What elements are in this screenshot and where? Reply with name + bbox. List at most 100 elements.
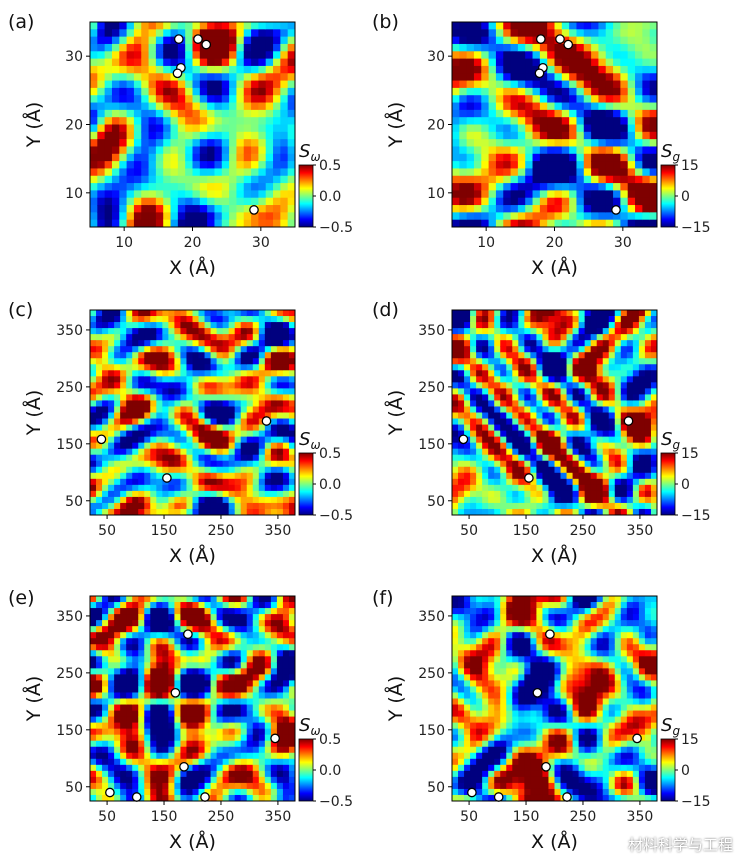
heatmap-cell	[644, 484, 652, 492]
heatmap-cell	[488, 117, 497, 126]
heatmap-cell	[234, 394, 242, 402]
heatmap-cell	[148, 36, 157, 45]
heatmap-cell	[476, 466, 483, 474]
heatmap-cell	[591, 22, 600, 30]
heatmap-cell	[512, 442, 519, 450]
heatmap-cell	[452, 460, 459, 468]
heatmap-cell	[150, 794, 157, 801]
heatmap-cell	[204, 734, 212, 742]
heatmap-cell	[96, 596, 103, 603]
heatmap-cell	[466, 117, 475, 126]
heatmap-cell	[228, 668, 236, 675]
heatmap-cell	[108, 746, 115, 754]
heatmap-cell	[216, 352, 224, 359]
heatmap-cell	[102, 704, 109, 712]
heatmap-cell	[155, 197, 164, 206]
heatmap-cell	[532, 212, 541, 221]
heatmap-cell	[554, 95, 563, 104]
heatmap-cell	[240, 752, 248, 760]
heatmap-cell	[177, 205, 186, 213]
heatmap-cell	[170, 153, 179, 162]
heatmap-cell	[162, 412, 169, 420]
heatmap-cell	[104, 109, 113, 118]
heatmap-cell	[258, 364, 266, 371]
heatmap-cell	[547, 87, 556, 96]
heatmap-cell	[228, 460, 236, 468]
heatmap-cell	[644, 508, 652, 515]
heatmap-cell	[180, 680, 188, 688]
heatmap-cell	[156, 478, 163, 486]
heatmap-cell	[614, 370, 622, 377]
heatmap-cell	[210, 704, 218, 712]
heatmap-cell	[228, 764, 236, 772]
heatmap-cell	[598, 22, 607, 30]
heatmap-cell	[252, 370, 260, 377]
heatmap-cell	[466, 65, 475, 74]
heatmap-cell	[177, 29, 186, 38]
heatmap-cell	[199, 109, 208, 118]
heatmap-cell	[614, 484, 622, 492]
heatmap-cell	[168, 728, 176, 736]
heatmap-cell	[583, 73, 592, 82]
heatmap-cell	[246, 460, 254, 468]
heatmap-cell	[542, 406, 550, 414]
heatmap-cell	[102, 412, 109, 420]
heatmap-cell	[90, 710, 97, 718]
heatmap-cell	[488, 139, 497, 148]
heatmap-cell	[132, 316, 139, 323]
heatmap-cell	[120, 728, 127, 736]
heatmap-cell	[548, 478, 556, 486]
heatmap-cell	[222, 674, 230, 682]
heatmap-cell	[177, 175, 186, 184]
heatmap-cell	[185, 168, 194, 177]
heatmap-cell	[144, 460, 151, 468]
heatmap-cell	[144, 644, 151, 651]
heatmap-cell	[517, 43, 526, 52]
heatmap-cell	[264, 316, 272, 323]
heatmap-cell	[626, 370, 634, 377]
heatmap-cell	[102, 794, 109, 801]
heatmap-cell	[626, 328, 634, 335]
heatmap-cell	[243, 219, 252, 227]
heatmap-cell	[252, 334, 260, 341]
heatmap-cell	[476, 346, 483, 353]
heatmap-cell	[276, 340, 284, 347]
heatmap-cell	[96, 400, 103, 408]
heatmap-cell	[138, 448, 145, 456]
heatmap-cell	[614, 364, 622, 371]
heatmap-cell	[148, 131, 157, 140]
heatmap-cell	[598, 183, 607, 191]
heatmap-cell	[584, 358, 592, 365]
heatmap-cell	[192, 692, 200, 700]
heatmap-cell	[608, 454, 616, 462]
heatmap-cell	[590, 478, 598, 486]
heatmap-cell	[186, 608, 194, 615]
heatmap-cell	[144, 418, 151, 426]
heatmap-cell	[150, 698, 157, 706]
heatmap-cell	[288, 334, 295, 341]
heatmap-cell	[264, 460, 272, 468]
heatmap-cell	[258, 102, 267, 111]
heatmap-cell	[119, 212, 128, 221]
heatmap-cell	[216, 406, 224, 414]
heatmap-cell	[525, 197, 534, 206]
heatmap-cell	[102, 740, 109, 748]
heatmap-cell	[148, 161, 157, 170]
heatmap-cell	[264, 472, 272, 480]
heatmap-cell	[216, 602, 224, 609]
heatmap-cell	[185, 131, 194, 140]
heatmap-cell	[120, 466, 127, 474]
heatmap-cell	[126, 740, 133, 748]
heatmap-cell	[214, 139, 223, 148]
heatmap-cell	[632, 346, 640, 353]
heatmap-cell	[222, 752, 230, 760]
heatmap-cell	[150, 502, 157, 510]
heatmap-cell	[518, 418, 525, 426]
heatmap-cell	[150, 758, 157, 766]
heatmap-cell	[566, 436, 574, 444]
heatmap-cell	[148, 190, 157, 199]
heatmap-cell	[602, 316, 610, 323]
heatmap-cell	[246, 478, 254, 486]
heatmap-cell	[264, 346, 272, 353]
